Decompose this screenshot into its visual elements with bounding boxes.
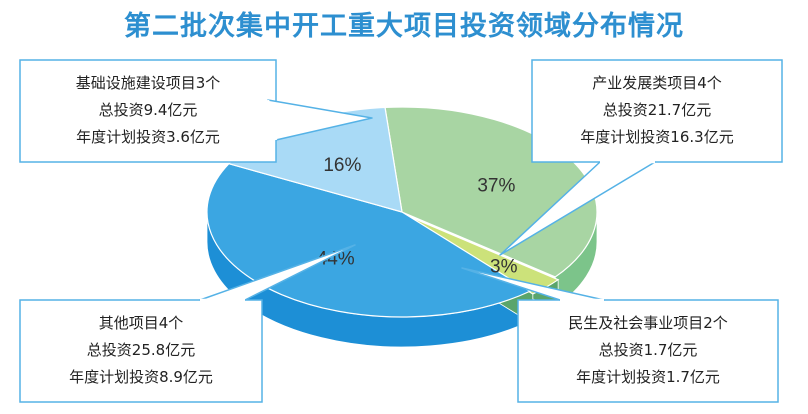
- callout-line-2: 年度计划投资8.9亿元: [69, 368, 213, 386]
- callout-line-0: 其他项目4个: [99, 314, 184, 332]
- callout-line-2: 年度计划投资1.7亿元: [576, 368, 720, 386]
- slice-pct-label-3: 16%: [323, 155, 361, 176]
- callout-seam: [266, 99, 278, 141]
- callout-line-1: 总投资21.7亿元: [603, 101, 711, 119]
- slice-pct-label-0: 37%: [477, 176, 515, 197]
- callout-line-1: 总投资1.7亿元: [599, 341, 698, 359]
- callout-line-0: 民生及社会事业项目2个: [568, 314, 728, 332]
- callout-line-0: 基础设施建设项目3个: [76, 74, 221, 92]
- chart-title: 第二批次集中开工重大项目投资领域分布情况: [124, 11, 684, 42]
- callout-line-2: 年度计划投资16.3亿元: [580, 128, 733, 146]
- callout-line-0: 产业发展类项目4个: [592, 74, 722, 92]
- slice-pct-label-2: 44%: [317, 248, 355, 269]
- callout-line-1: 总投资9.4亿元: [99, 101, 198, 119]
- callouts: 产业发展类项目4个总投资21.7亿元年度计划投资16.3亿元民生及社会事业项目2…: [19, 59, 783, 403]
- callout-box: [531, 59, 783, 163]
- callout-line-2: 年度计划投资3.6亿元: [76, 128, 220, 146]
- callout-box: [517, 299, 779, 403]
- callout-box: [19, 299, 263, 403]
- callout-line-1: 总投资25.8亿元: [87, 341, 195, 359]
- slice-pct-label-1: 3%: [490, 256, 518, 277]
